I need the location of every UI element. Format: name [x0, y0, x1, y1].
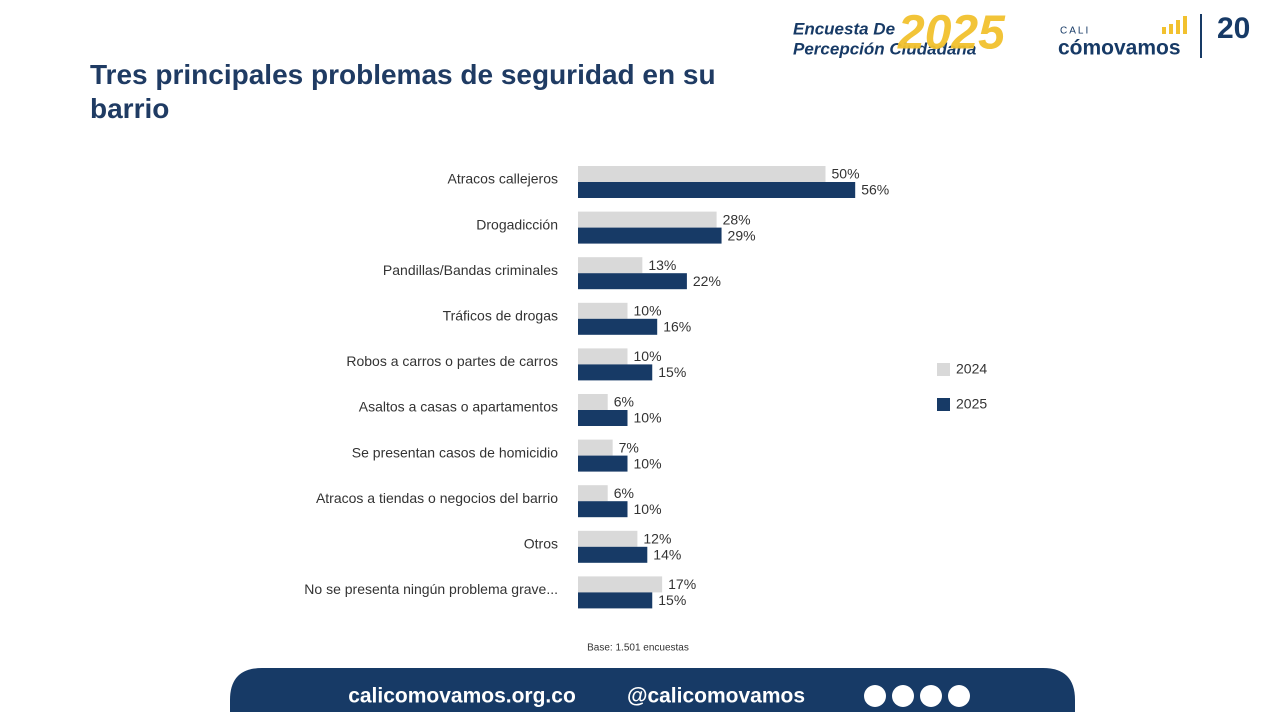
- bar: [578, 166, 826, 182]
- bar: [578, 257, 643, 274]
- bar: [578, 302, 628, 319]
- bar: [578, 501, 628, 518]
- bar: [578, 439, 613, 456]
- bar: [578, 227, 722, 244]
- value-label: 10%: [634, 303, 662, 319]
- value-label: 10%: [634, 455, 662, 471]
- footer-band: [230, 668, 1075, 712]
- value-label: 14%: [653, 547, 681, 563]
- survey-year: 2025: [897, 7, 1006, 60]
- brand-bars: [1162, 16, 1187, 34]
- value-label: 10%: [634, 501, 662, 517]
- category-label: Atracos a tiendas o negocios del barrio: [316, 490, 558, 506]
- bar: [578, 348, 628, 365]
- value-label: 50%: [832, 166, 860, 182]
- category-label: Se presentan casos de homicidio: [352, 444, 558, 460]
- legend-swatch: [937, 398, 950, 411]
- base-note: Base: 1.501 encuestas: [587, 643, 689, 654]
- title-box: Tres principales problemas de seguridad …: [90, 59, 716, 124]
- survey-line1: Encuesta De: [793, 19, 895, 38]
- legend-swatch: [937, 363, 950, 376]
- bar: [578, 592, 653, 609]
- category-label: Drogadicción: [476, 216, 558, 232]
- bar: [578, 394, 608, 410]
- value-label: 13%: [648, 257, 676, 273]
- legend-label: 2024: [956, 361, 987, 377]
- bar: [578, 318, 658, 335]
- brand-name: cómovamos: [1058, 37, 1181, 60]
- value-label: 17%: [668, 576, 696, 592]
- value-label: 7%: [619, 439, 639, 455]
- value-label: 28%: [723, 211, 751, 227]
- category-label: Robos a carros o partes de carros: [346, 353, 558, 369]
- category-label: Pandillas/Bandas criminales: [383, 262, 558, 278]
- brand-city: CALI: [1060, 26, 1090, 37]
- bar: [578, 530, 638, 547]
- value-label: 15%: [658, 364, 686, 380]
- legend-label: 2025: [956, 396, 987, 412]
- bar: [578, 485, 608, 502]
- footer-handle: @calicomovamos: [627, 685, 805, 708]
- bar: [578, 364, 653, 381]
- value-label: 15%: [658, 592, 686, 608]
- value-label: 29%: [728, 227, 756, 243]
- anniversary: 20: [1217, 12, 1250, 45]
- value-label: 22%: [693, 273, 721, 289]
- category-label: Asaltos a casas o apartamentos: [359, 399, 558, 415]
- category-label: No se presenta ningún problema grave...: [304, 581, 558, 597]
- survey-line2: Percepción Ciudadana: [793, 39, 976, 58]
- chart-title: Tres principales problemas de seguridad …: [90, 59, 716, 124]
- bar: [578, 455, 628, 472]
- value-label: 10%: [634, 348, 662, 364]
- value-label: 6%: [614, 485, 634, 501]
- value-label: 6%: [614, 394, 634, 410]
- value-label: 56%: [861, 182, 889, 198]
- category-label: Otros: [524, 536, 558, 552]
- bar: [578, 182, 856, 198]
- value-label: 16%: [663, 319, 691, 335]
- category-label: Tráficos de drogas: [443, 308, 558, 324]
- value-label: 12%: [643, 531, 671, 547]
- bar: [578, 546, 648, 563]
- bar: [578, 576, 663, 593]
- value-label: 10%: [634, 410, 662, 426]
- bar: [578, 410, 628, 426]
- social-icons: [864, 685, 970, 707]
- footer-website: calicomovamos.org.co: [348, 685, 576, 708]
- bar: [578, 273, 687, 290]
- category-label: Atracos callejeros: [448, 171, 559, 187]
- bar: [578, 211, 717, 228]
